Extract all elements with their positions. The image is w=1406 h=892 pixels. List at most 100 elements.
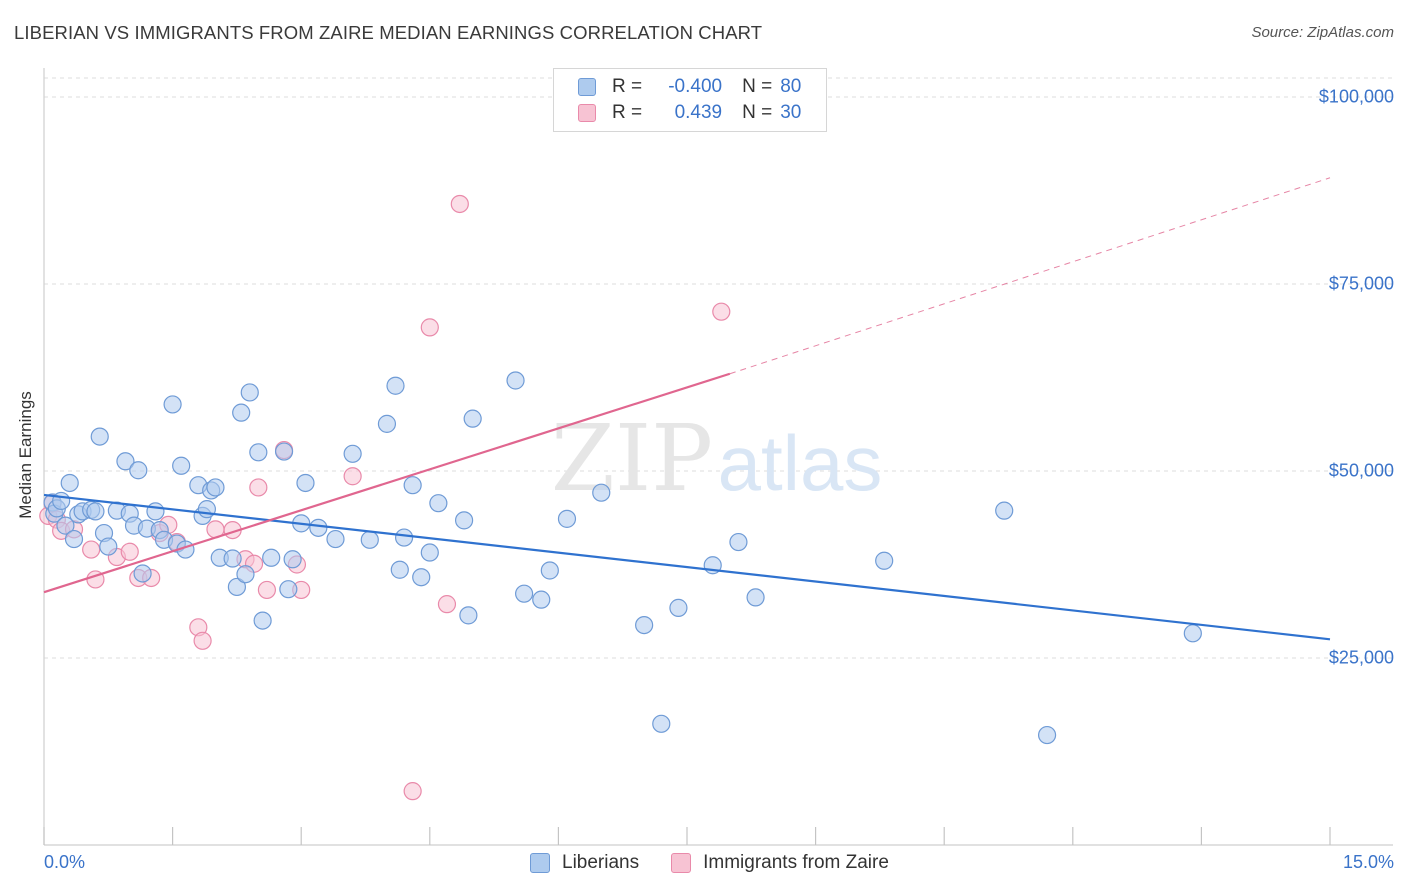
y-tick-label: $75,000 — [1328, 273, 1394, 294]
stats-row-liberians: R = -0.400 N = 80 — [578, 74, 801, 100]
liberians-point — [386, 376, 405, 395]
trend-lines — [43, 177, 1331, 641]
zaire-point — [249, 478, 268, 497]
liberians-point — [540, 561, 559, 580]
liberians-point — [52, 491, 71, 511]
liberians-point — [635, 615, 654, 635]
liberians-point — [309, 518, 328, 537]
watermark-zip: ZIP — [551, 405, 713, 512]
liberians-point — [1037, 725, 1057, 745]
liberians-point — [64, 529, 84, 549]
zaire-trend-line — [43, 372, 731, 594]
zaire-point — [120, 542, 139, 561]
liberians-point — [274, 442, 294, 461]
liberians-point — [394, 528, 414, 547]
liberians-point — [90, 427, 109, 446]
liberians-point — [420, 543, 439, 562]
liberians-point — [249, 443, 268, 462]
n-label: N = — [742, 76, 773, 97]
stats-legend: R = -0.400 N = 80 R = 0.439 N = 30 — [553, 68, 827, 132]
liberians-point — [236, 565, 255, 584]
liberians-point — [557, 509, 577, 528]
liberians-point — [283, 550, 302, 569]
zaire-point — [193, 631, 212, 650]
liberians-point — [669, 598, 688, 617]
x-tick-label-min: 0.0% — [44, 852, 86, 872]
liberians-point — [746, 588, 765, 607]
liberians-point — [592, 483, 611, 502]
zaire-point — [403, 782, 422, 801]
liberians-point — [86, 502, 105, 521]
chart-title: LIBERIAN VS IMMIGRANTS FROM ZAIRE MEDIAN… — [14, 22, 763, 43]
x-tick-label-max: 15.0% — [1342, 852, 1394, 872]
zaire-point — [450, 194, 469, 214]
zaire-legend-swatch — [671, 853, 692, 873]
liberians-point — [463, 409, 482, 428]
n-label: N = — [742, 102, 773, 123]
legend-item-zaire[interactable]: Immigrants from Zaire — [671, 852, 889, 874]
liberians-point — [227, 577, 246, 597]
y-tick-label: $100,000 — [1318, 86, 1394, 107]
liberians-point — [1183, 624, 1202, 643]
n-value: 30 — [780, 102, 802, 123]
r-label: R = — [612, 76, 643, 97]
liberians-point — [875, 551, 894, 570]
axes — [43, 68, 1393, 846]
liberians-point — [129, 461, 148, 480]
liberians-point — [232, 403, 251, 422]
liberians-point — [326, 529, 345, 549]
source-credit: Source: ZipAtlas.com — [1251, 24, 1394, 41]
series-legend: Liberians Immigrants from Zaire — [530, 852, 921, 874]
liberians-point — [197, 500, 216, 519]
liberians-point — [172, 456, 191, 475]
legend-item-liberians[interactable]: Liberians — [530, 852, 639, 874]
liberians-point — [459, 606, 478, 625]
liberians-point — [729, 532, 748, 552]
zaire-point — [437, 595, 457, 614]
liberians-point — [223, 549, 242, 568]
zaire-trend-extension — [729, 177, 1331, 375]
y-axis-label: Median Earnings — [16, 391, 35, 519]
zaire-swatch — [578, 104, 596, 122]
zaire-point — [257, 580, 277, 600]
liberians-point — [515, 584, 534, 603]
liberians-point — [412, 568, 431, 587]
liberians-point — [146, 502, 165, 521]
liberians-swatch — [578, 78, 596, 96]
r-label: R = — [612, 102, 643, 123]
n-value: 80 — [780, 76, 802, 97]
liberians-point — [532, 590, 551, 609]
legend-label-zaire: Immigrants from Zaire — [703, 852, 889, 873]
liberians-point — [262, 548, 281, 567]
liberians-point — [360, 530, 379, 549]
legend-label-liberians: Liberians — [562, 852, 640, 873]
liberians-point — [279, 580, 298, 599]
liberians-point — [652, 714, 671, 733]
liberians-point — [253, 611, 272, 630]
zaire-point — [420, 318, 439, 337]
liberians-point — [240, 383, 259, 402]
r-value: 0.439 — [674, 102, 723, 123]
zaire-point — [343, 467, 362, 486]
y-tick-label: $25,000 — [1328, 647, 1394, 668]
r-value: -0.400 — [668, 76, 723, 97]
watermark-atlas: atlas — [718, 419, 883, 507]
liberians-point — [296, 473, 315, 493]
liberians-point — [206, 478, 225, 497]
liberians-legend-swatch — [530, 853, 550, 873]
liberians-trend-line — [43, 493, 1331, 641]
liberians-point — [99, 537, 118, 556]
liberians-point — [343, 444, 362, 463]
y-tick-label: $50,000 — [1328, 460, 1394, 481]
liberians-point — [377, 414, 397, 433]
zaire-point — [712, 302, 731, 321]
liberians-point — [60, 473, 79, 493]
zaire-point — [82, 540, 101, 559]
liberians-point — [116, 452, 135, 471]
liberians-point — [506, 371, 525, 390]
liberians-point — [995, 501, 1014, 520]
liberians-point — [390, 560, 409, 579]
liberians-point — [454, 511, 474, 530]
liberians-point — [403, 476, 422, 495]
liberians-point — [163, 395, 182, 414]
